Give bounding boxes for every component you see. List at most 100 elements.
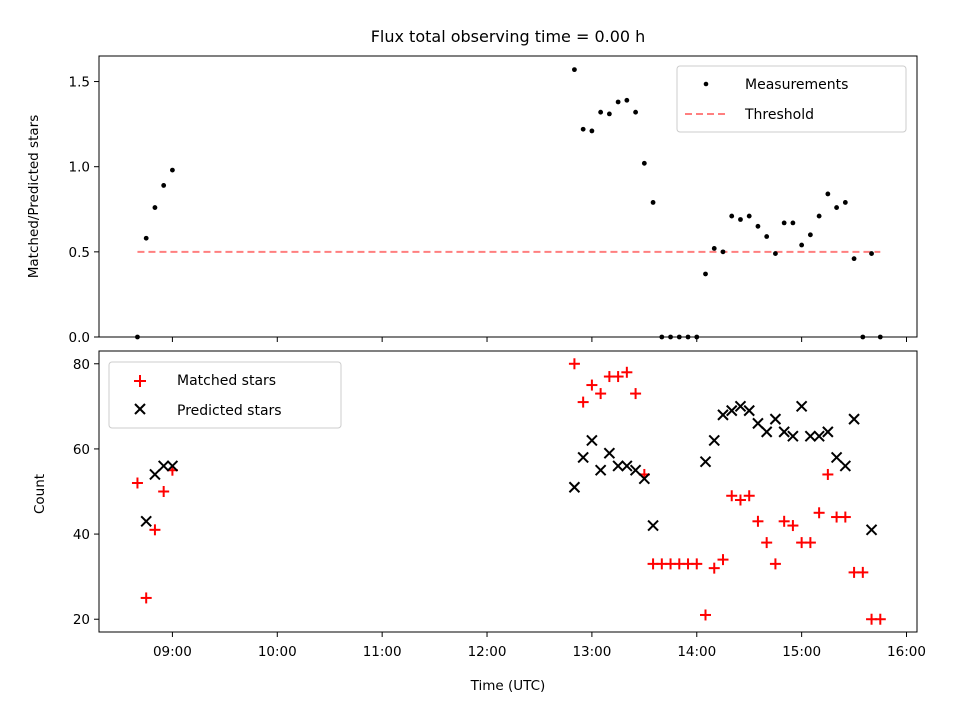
measurement-point	[711, 246, 717, 251]
x-tick-label: 10:00	[258, 644, 297, 660]
matched-star-point	[691, 558, 703, 570]
chart-title: Flux total observing time = 0.00 h	[371, 27, 646, 46]
legend-plus-icon	[134, 375, 146, 387]
matched-star-point	[595, 388, 607, 400]
top-y-axis: 0.0 0.5 1.0 1.5	[69, 75, 99, 346]
measurement-point	[764, 234, 770, 239]
measurement-point	[834, 205, 839, 210]
predicted-star-point	[848, 413, 860, 425]
legend-threshold-label: Threshold	[744, 107, 814, 123]
predicted-star-point	[865, 524, 878, 536]
matched-star-point	[131, 477, 143, 489]
predicted-star-point	[717, 409, 729, 421]
measurement-point	[781, 220, 787, 226]
measurement-point	[720, 249, 726, 255]
measurement-point	[615, 99, 621, 105]
matched-star-point	[822, 468, 834, 480]
predicted-star-point	[778, 426, 790, 438]
measurement-point	[572, 67, 577, 73]
matched-star-point	[857, 566, 869, 578]
measurement-point	[650, 200, 656, 205]
top-x-axis-ticks	[171, 337, 908, 342]
y-tick-label: 60	[73, 442, 90, 458]
measurement-point	[816, 213, 822, 219]
matched-star-point	[778, 515, 790, 527]
matched-star-point	[726, 490, 738, 502]
predicted-star-point	[813, 430, 825, 442]
matched-star-point	[621, 366, 633, 378]
measurement-point	[624, 97, 630, 103]
predicted-star-point	[586, 434, 598, 447]
legend-measurements-label: Measurements	[745, 77, 848, 93]
x-tick-label: 16:00	[887, 644, 926, 660]
predicted-star-point	[795, 400, 808, 413]
measurement-point	[807, 232, 813, 238]
matched-star-point	[743, 490, 755, 502]
predicted-star-point	[166, 460, 179, 472]
bottom-panel: 20 40 60 80 09:00 10:00 11:00 12:00 13:00 14:00 1…	[32, 350, 926, 694]
predicted-star-point	[726, 404, 738, 417]
measurement-point	[161, 183, 167, 188]
measurement-point	[755, 223, 761, 229]
y-tick-label: 40	[73, 527, 90, 543]
legend-matched-label: Matched stars	[177, 373, 276, 389]
predicted-star-point	[612, 460, 624, 472]
matched-star-point	[700, 609, 712, 621]
measurement-point	[641, 160, 647, 166]
measurement-point	[606, 111, 612, 117]
y-tick-label: 80	[73, 357, 90, 373]
matched-star-point	[158, 486, 170, 497]
matched-star-point	[568, 358, 580, 370]
predicted-star-point	[629, 464, 642, 476]
x-tick-label: 15:00	[782, 644, 821, 660]
measurements-series	[135, 67, 883, 340]
matched-star-point	[839, 511, 851, 523]
x-tick-label: 14:00	[677, 644, 716, 660]
predicted-star-point	[830, 451, 843, 464]
predicted-star-point	[647, 519, 659, 532]
predicted-stars-series	[140, 400, 878, 536]
matched-star-point	[586, 379, 598, 391]
matched-star-point	[149, 524, 161, 536]
matched-stars-series	[131, 358, 886, 625]
matched-star-point	[577, 396, 589, 408]
matched-star-point	[140, 592, 152, 604]
predicted-star-point	[568, 481, 581, 493]
measurement-point	[170, 167, 175, 173]
top-legend: Measurements Threshold	[676, 65, 907, 133]
matched-star-point	[813, 507, 825, 519]
matched-star-point	[787, 520, 799, 532]
predicted-star-point	[638, 473, 651, 485]
matched-star-point	[752, 515, 764, 527]
measurement-point	[869, 251, 874, 256]
measurement-point	[738, 217, 743, 222]
matched-star-point	[612, 371, 624, 383]
measurement-point	[152, 205, 158, 210]
measurement-point	[825, 191, 831, 197]
top-y-axis-label: Matched/Predicted stars	[26, 115, 42, 278]
predicted-star-point	[594, 464, 607, 476]
predicted-star-point	[769, 413, 782, 425]
matched-star-point	[804, 537, 816, 549]
measurement-point	[580, 126, 586, 132]
y-tick-label: 1.5	[69, 75, 90, 91]
measurement-point	[790, 220, 796, 226]
matched-star-point	[761, 537, 773, 549]
predicted-star-point	[621, 460, 633, 472]
measurement-point	[851, 256, 857, 262]
predicted-star-point	[760, 426, 773, 438]
x-tick-label: 13:00	[572, 644, 611, 660]
y-tick-label: 0.0	[69, 330, 90, 346]
y-tick-label: 20	[73, 612, 90, 628]
matched-star-point	[708, 562, 720, 574]
measurement-point	[598, 109, 604, 115]
predicted-star-point	[787, 430, 799, 442]
predicted-star-point	[577, 451, 589, 464]
top-panel: 0.0 0.5 1.0 1.5 Matched/Predicted stars Mea…	[26, 55, 918, 346]
measurement-point	[589, 128, 595, 134]
predicted-star-point	[822, 426, 834, 438]
legend-x-icon	[134, 403, 146, 415]
bottom-x-axis: 09:00 10:00 11:00 12:00 13:00 14:00 15:00 16:00	[153, 632, 926, 660]
bottom-y-axis-label: Count	[32, 474, 48, 514]
